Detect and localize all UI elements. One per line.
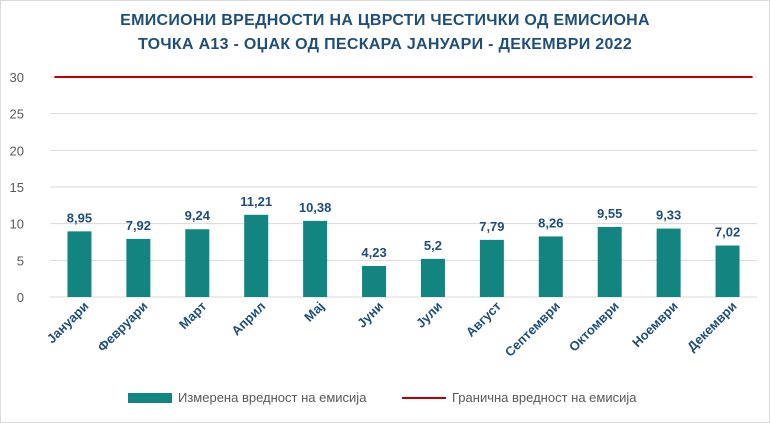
legend-label-limit: Гранична вредност на емисија [452,390,637,405]
x-category-label: Март [176,299,209,332]
data-label: 4,23 [361,245,386,260]
y-tick-label: 10 [10,217,24,232]
x-category-label: Мај [301,299,327,325]
bar-8 [479,239,504,297]
data-label: 7,92 [126,218,151,233]
legend-swatch-line [402,396,446,399]
x-category-label: Февруари [94,299,150,355]
x-category-label: Октомври [566,299,622,355]
data-label: 11,21 [240,194,272,209]
bar-11 [656,228,681,297]
legend-item-limit: Гранична вредност на емисија [402,390,636,405]
y-tick-label: 30 [10,70,24,85]
x-category-label: Јануари [44,299,92,347]
x-category-label: Јуни [354,299,386,331]
data-label: 5,2 [424,238,442,253]
data-label: 9,55 [597,206,622,221]
chart-title-line-1: ЕМИСИОНИ ВРЕДНОСТИ НА ЦВРСТИ ЧЕСТИЧКИ ОД… [120,12,650,29]
y-tick-label: 15 [10,180,24,195]
y-tick-label: 25 [10,107,24,122]
bar-5 [303,220,328,297]
bar-1 [67,231,92,297]
x-category-label: Декември [684,299,740,355]
bar-3 [185,229,210,297]
bar-10 [597,226,622,297]
chart-legend: Измерена вредност на емисија Гранична вр… [0,390,770,410]
y-tick-label: 20 [10,143,24,158]
data-label: 7,79 [479,219,504,234]
y-tick-label: 5 [17,253,24,268]
x-category-label: Ноември [629,299,681,351]
data-label: 9,24 [185,208,211,223]
bar-6 [362,265,387,297]
legend-label-measured: Измерена вредност на емисија [178,390,367,405]
bar-4 [244,214,269,297]
y-tick-label: 0 [17,290,24,305]
chart-title-line-2: ТОЧКА А13 - ОЏАК ОД ПЕСКАРА ЈАНУАРИ - ДЕ… [137,36,633,53]
bar-2 [126,238,151,297]
bar-9 [538,236,563,297]
data-label: 10,38 [299,200,332,215]
data-label: 7,02 [715,225,740,240]
data-label: 9,33 [656,208,681,223]
x-category-label: Април [228,299,268,339]
x-category-label: Септември [502,299,563,360]
legend-item-measured: Измерена вредност на емисија [128,390,366,405]
data-label: 8,26 [538,215,563,230]
bar-12 [715,245,740,297]
data-label: 8,95 [67,210,92,225]
x-category-label: Јули [413,299,445,331]
x-category-label: Август [463,299,504,340]
bar-7 [420,258,445,297]
legend-swatch-bar [128,392,172,403]
